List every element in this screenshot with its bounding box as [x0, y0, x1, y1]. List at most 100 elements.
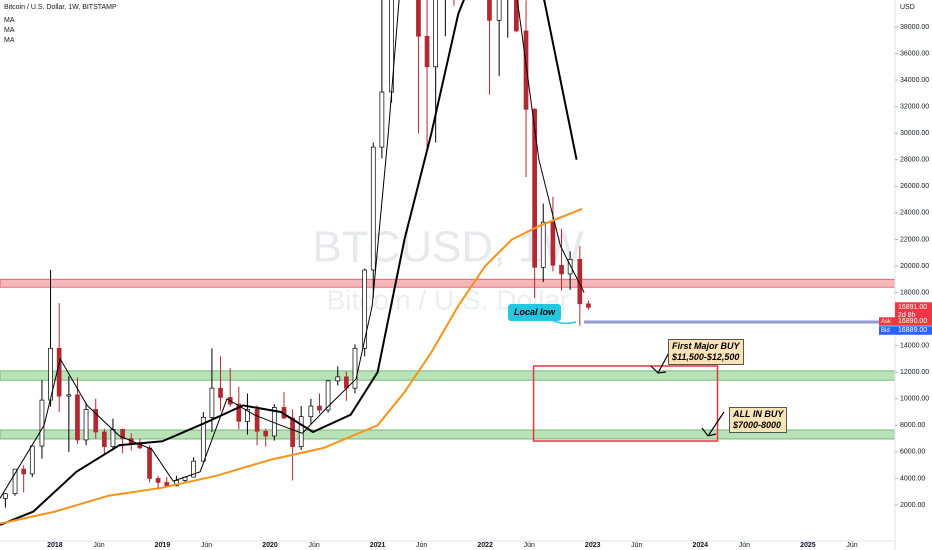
candle-body — [298, 416, 304, 447]
y-tick-label: 36000.00 — [900, 50, 929, 57]
x-tick-label: 2022 — [477, 542, 493, 549]
x-tick-label: 2023 — [585, 542, 601, 549]
annotation-text: $11,500-$12,500 — [672, 352, 740, 362]
candle-body — [317, 405, 322, 411]
x-tick-label: Jun — [524, 542, 535, 549]
watermark-symbol: BTCUSD, 1W — [312, 223, 584, 272]
candle-body — [191, 460, 196, 478]
y-tick-label: 14000.00 — [900, 342, 929, 349]
candle-body — [200, 417, 206, 462]
moving-average — [0, 0, 578, 526]
candle-body — [577, 258, 583, 305]
candle-body — [245, 409, 250, 422]
annotation: First Major BUY $11,500-$12,500 — [668, 339, 744, 365]
candle-body — [496, 0, 502, 21]
candle-body — [416, 0, 421, 37]
y-tick-label: 34000.00 — [900, 77, 929, 84]
y-tick-label: 10000.00 — [900, 396, 929, 403]
x-tick-label: 2021 — [370, 542, 386, 549]
candle-body — [424, 35, 430, 68]
y-tick-label: 18000.00 — [900, 289, 929, 296]
moving-average — [0, 207, 583, 525]
ask-tag — [879, 317, 932, 326]
moving-average — [0, 0, 585, 499]
candle-body — [362, 269, 368, 349]
candle-body — [39, 399, 45, 447]
x-tick-label: 2019 — [155, 542, 171, 549]
candle-body — [352, 347, 358, 389]
x-tick-label: Jun — [308, 542, 319, 549]
bid-label: 16889.00 — [898, 327, 927, 334]
y-tick-label: 26000.00 — [900, 183, 929, 190]
x-tick-label: Jun — [739, 542, 750, 549]
price-tag — [895, 302, 932, 321]
candle-body — [218, 387, 223, 398]
annotation-text: Local low — [514, 307, 556, 317]
x-tick-label: 2020 — [262, 542, 278, 549]
annotation-text: ALL IN BUY — [733, 409, 784, 419]
zone — [0, 429, 895, 440]
legend-entry: MA — [4, 27, 15, 34]
candle-body — [209, 387, 215, 418]
candle-body — [550, 221, 556, 266]
candle-body — [29, 445, 35, 475]
legend-entry: MA — [4, 17, 15, 24]
y-tick-label: 8000.00 — [900, 422, 925, 429]
y-tick-label: 6000.00 — [900, 449, 925, 456]
candle-body — [83, 409, 89, 441]
candle-body — [513, 0, 519, 32]
bid-name: Bid — [881, 328, 890, 334]
candle-body — [120, 428, 125, 439]
y-tick-label: 38000.00 — [900, 24, 929, 31]
candle-body — [567, 258, 573, 275]
candle-body — [559, 264, 564, 275]
ask-name: Ask — [881, 319, 892, 325]
price-tag-label: 16891.00 — [898, 304, 927, 311]
bid-tag — [879, 326, 932, 335]
legend-entry: MA — [4, 37, 15, 44]
candle-body — [66, 394, 72, 397]
y-tick-label: 2000.00 — [900, 502, 925, 509]
candle-body — [155, 478, 161, 483]
x-tick-label: Jun — [201, 542, 212, 549]
countdown: 2d 8h — [898, 312, 916, 319]
target-box — [532, 365, 719, 442]
annotation: Local low — [508, 304, 562, 321]
candle-body — [21, 468, 27, 475]
candle-body — [236, 403, 242, 422]
candle-body — [3, 493, 8, 499]
candle-body — [540, 221, 546, 268]
candle-body — [93, 409, 99, 433]
x-tick-label: Jun — [93, 542, 104, 549]
candle-body — [254, 409, 260, 432]
x-tick-label: Jun — [416, 542, 427, 549]
candle-body — [379, 91, 385, 148]
watermark: BTCUSD, 1W Bitcoin / U.S. Dollar — [312, 223, 584, 316]
y-tick-label: 22000.00 — [900, 236, 929, 243]
zone — [0, 370, 895, 381]
ask-label: 16890.00 — [898, 318, 927, 325]
candle-body — [263, 430, 269, 437]
candle-body — [523, 30, 529, 110]
y-tick-label: 20000.00 — [900, 263, 929, 270]
x-tick-label: Jun — [631, 542, 642, 549]
y-tick-label: 28000.00 — [900, 157, 929, 164]
candle-body — [586, 303, 591, 308]
y-tick-label: 30000.00 — [900, 130, 929, 137]
y-tick-label: 12000.00 — [900, 369, 929, 376]
candle-body — [75, 394, 80, 441]
annotation-text: $7000-8000 — [733, 420, 782, 430]
candle-body — [147, 447, 152, 479]
x-tick-label: Jun — [846, 542, 857, 549]
annotation: ALL IN BUY $7000-8000 — [729, 407, 788, 433]
candle-body — [308, 405, 314, 418]
x-tick-label: 2018 — [47, 542, 63, 549]
y-tick-label: 32000.00 — [900, 103, 929, 110]
candle-body — [56, 347, 62, 397]
candle-body — [532, 108, 537, 268]
chart-title: Bitcoin / U.S. Dollar, 1W, BITSTAMP — [4, 4, 117, 11]
candle-body — [335, 376, 341, 382]
candle-body — [433, 0, 439, 68]
annotation-text: First Major BUY — [672, 341, 740, 351]
